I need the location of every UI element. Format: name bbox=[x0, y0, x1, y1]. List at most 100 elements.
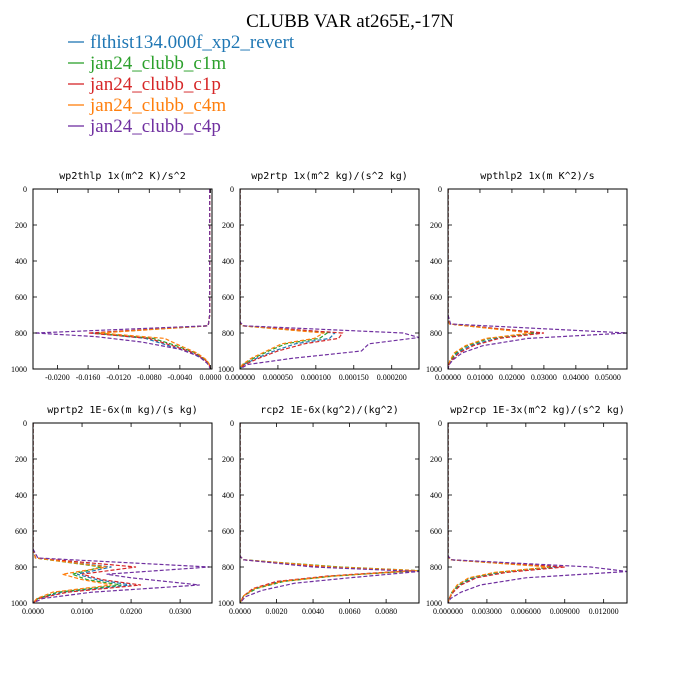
legend-entry: jan24_clubb_c4m bbox=[68, 95, 226, 116]
legend-entry: jan24_clubb_c4p bbox=[68, 116, 221, 137]
panel: wp2thlp 1x(m^2 K)/s^2 0 200 400 600 800 1000 -0… bbox=[11, 171, 221, 382]
x-tick-label: -0.0160 bbox=[76, 373, 101, 382]
plot-frame bbox=[447, 422, 628, 604]
plot-frame bbox=[447, 188, 628, 370]
y-tick-label: 200 bbox=[222, 221, 234, 230]
series-line bbox=[240, 189, 419, 369]
y-tick-label: 1000 bbox=[11, 599, 27, 608]
y-tick-label: 600 bbox=[430, 527, 442, 536]
plot-frame bbox=[32, 188, 213, 370]
x-tick-label: 0.0200 bbox=[120, 607, 142, 616]
y-tick-label: 400 bbox=[430, 491, 442, 500]
y-tick-label: 600 bbox=[222, 293, 234, 302]
y-tick-label: 1000 bbox=[218, 599, 234, 608]
series-line bbox=[240, 189, 329, 369]
series-line bbox=[33, 423, 141, 603]
legend-label: flthist134.000f_xp2_revert bbox=[90, 32, 295, 53]
plot-frame bbox=[32, 422, 213, 604]
legend-entry: flthist134.000f_xp2_revert bbox=[68, 32, 295, 53]
x-tick-label: 0.003000 bbox=[472, 607, 502, 616]
y-tick-label: 200 bbox=[15, 455, 27, 464]
y-tick-label: 600 bbox=[15, 293, 27, 302]
x-tick-label: 0.0000 bbox=[22, 607, 44, 616]
panel-title: wpthlp2 1x(m K^2)/s bbox=[480, 171, 594, 182]
series-line bbox=[448, 423, 565, 603]
x-tick-label: 0.0000 bbox=[199, 373, 221, 382]
y-tick-label: 800 bbox=[15, 329, 27, 338]
series-line bbox=[448, 423, 552, 603]
legend-entry: jan24_clubb_c1m bbox=[68, 53, 226, 74]
x-tick-label: 0.012000 bbox=[589, 607, 619, 616]
y-tick-label: 400 bbox=[15, 257, 27, 266]
series-line bbox=[448, 189, 627, 369]
x-tick-label: 0.000150 bbox=[339, 373, 369, 382]
series-group bbox=[34, 189, 212, 369]
y-tick-label: 0 bbox=[230, 185, 234, 194]
series-group bbox=[33, 423, 210, 603]
x-tick-label: 0.009000 bbox=[550, 607, 580, 616]
legend: flthist134.000f_xp2_revertjan24_clubb_c1… bbox=[68, 32, 295, 137]
panel-title: wp2rtp 1x(m^2 kg)/(s^2 kg) bbox=[251, 171, 408, 182]
series-line bbox=[33, 423, 112, 603]
x-tick-label: 0.01000 bbox=[467, 373, 493, 382]
x-tick-label: 0.0000 bbox=[229, 607, 251, 616]
x-tick-label: 0.0020 bbox=[266, 607, 288, 616]
y-tick-label: 800 bbox=[430, 329, 442, 338]
series-line bbox=[448, 189, 532, 369]
panel-title: rcp2 1E-6x(kg^2)/(kg^2) bbox=[260, 405, 398, 416]
x-tick-label: 0.000000 bbox=[225, 373, 255, 382]
x-tick-label: 0.0300 bbox=[169, 607, 191, 616]
panel: wp2rcp 1E-3x(m^2 kg)/(s^2 kg) 0 200 400 600 8… bbox=[426, 405, 628, 616]
x-tick-label: -0.0200 bbox=[45, 373, 70, 382]
series-line bbox=[88, 189, 212, 369]
series-line bbox=[448, 423, 550, 603]
y-tick-label: 1000 bbox=[218, 365, 234, 374]
x-tick-label: 0.0040 bbox=[302, 607, 324, 616]
figure-title: CLUBB VAR at265E,-17N bbox=[246, 11, 454, 32]
y-tick-label: 800 bbox=[222, 563, 234, 572]
y-tick-label: 600 bbox=[222, 527, 234, 536]
x-tick-label: 0.0060 bbox=[339, 607, 361, 616]
series-line bbox=[448, 423, 559, 603]
y-tick-label: 600 bbox=[430, 293, 442, 302]
panel: wp2rtp 1x(m^2 kg)/(s^2 kg) 0 200 400 600 800 1… bbox=[218, 171, 420, 382]
series-line bbox=[240, 189, 326, 369]
y-tick-label: 1000 bbox=[11, 365, 27, 374]
x-tick-label: 0.02000 bbox=[499, 373, 525, 382]
x-tick-label: 0.000200 bbox=[377, 373, 407, 382]
plot-frame bbox=[239, 188, 420, 370]
y-tick-label: 400 bbox=[430, 257, 442, 266]
x-tick-label: 0.000100 bbox=[301, 373, 331, 382]
legend-label: jan24_clubb_c1p bbox=[89, 74, 221, 95]
legend-label: jan24_clubb_c4p bbox=[89, 116, 221, 137]
legend-label: jan24_clubb_c1m bbox=[89, 53, 226, 74]
y-tick-label: 0 bbox=[23, 419, 27, 428]
y-tick-label: 800 bbox=[15, 563, 27, 572]
x-tick-label: 0.0100 bbox=[71, 607, 93, 616]
series-line bbox=[34, 189, 212, 369]
x-tick-label: -0.0040 bbox=[168, 373, 193, 382]
x-tick-label: 0.04000 bbox=[563, 373, 589, 382]
series-line bbox=[91, 189, 212, 369]
series-group bbox=[240, 423, 419, 603]
x-tick-label: 0.05000 bbox=[595, 373, 621, 382]
series-line bbox=[448, 189, 544, 369]
y-tick-label: 1000 bbox=[426, 599, 442, 608]
y-tick-label: 0 bbox=[230, 419, 234, 428]
series-line bbox=[33, 423, 122, 603]
y-tick-label: 200 bbox=[15, 221, 27, 230]
y-tick-label: 800 bbox=[430, 563, 442, 572]
series-line bbox=[240, 423, 419, 603]
x-tick-label: 0.0080 bbox=[375, 607, 397, 616]
y-tick-label: 400 bbox=[222, 491, 234, 500]
x-tick-label: -0.0080 bbox=[137, 373, 162, 382]
panel-title: wp2rcp 1E-3x(m^2 kg)/(s^2 kg) bbox=[450, 405, 625, 416]
x-tick-label: 0.000050 bbox=[263, 373, 293, 382]
y-tick-label: 0 bbox=[23, 185, 27, 194]
y-tick-label: 0 bbox=[438, 419, 442, 428]
series-line bbox=[240, 423, 412, 603]
plot-frame bbox=[239, 422, 420, 604]
y-tick-label: 600 bbox=[15, 527, 27, 536]
series-group bbox=[448, 423, 627, 603]
x-tick-label: 0.03000 bbox=[531, 373, 557, 382]
